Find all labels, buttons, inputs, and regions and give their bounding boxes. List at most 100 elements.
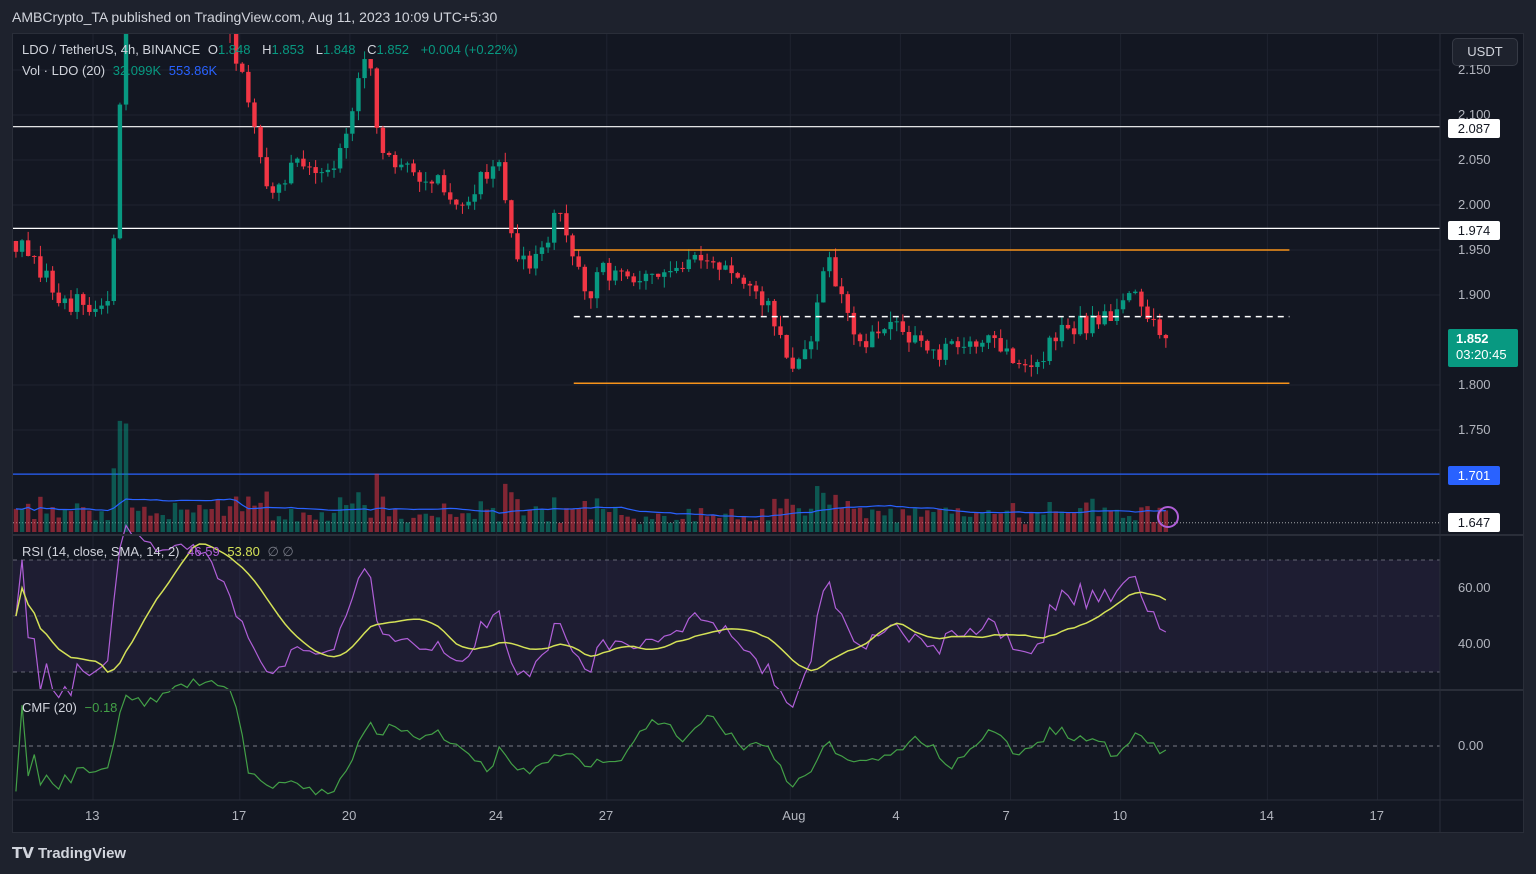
volume-bar — [111, 468, 116, 532]
volume-bar — [203, 509, 208, 532]
replay-icon[interactable] — [1157, 506, 1179, 528]
candle-body — [533, 253, 539, 269]
volume-bar — [1114, 509, 1120, 532]
volume-bar — [778, 508, 783, 532]
candle-body — [576, 256, 581, 267]
candle-body — [527, 255, 532, 269]
candle-body — [417, 172, 422, 182]
rsi-line — [15, 523, 1167, 709]
price-tick: 1.800 — [1458, 377, 1491, 392]
candle-body — [637, 281, 643, 283]
candle-body — [173, 0, 177, 5]
volume-bar — [784, 498, 789, 532]
volume-bar — [558, 522, 563, 532]
time-tick: 13 — [85, 808, 100, 823]
logo-icon: 𝗧𝗩 — [12, 845, 39, 862]
candle-body — [833, 257, 838, 287]
candle-body — [13, 241, 19, 252]
candle-body — [698, 254, 704, 261]
candle-body — [643, 273, 649, 282]
close-value: 1.852 — [376, 42, 410, 57]
volume-bar — [1016, 517, 1022, 532]
candle-body — [240, 63, 245, 72]
volume-bar — [166, 519, 172, 532]
volume-bar — [515, 499, 520, 532]
volume-bar — [1084, 502, 1089, 532]
volume-bar — [44, 513, 49, 532]
volume-bar — [362, 505, 367, 532]
candle-body — [74, 294, 80, 312]
candle-body — [411, 163, 416, 173]
candle-body — [717, 262, 722, 270]
volume-bar — [490, 507, 496, 532]
candle-body — [350, 111, 355, 134]
time-tick: Aug — [782, 808, 806, 823]
candle-body — [246, 71, 251, 103]
candle-body — [680, 267, 685, 270]
rsi-label[interactable]: RSI (14, close, SMA, 14, 2) — [22, 544, 180, 559]
candle-body — [1022, 364, 1028, 366]
volume-bar — [955, 508, 961, 532]
volume-label[interactable]: Vol · LDO (20) — [22, 63, 106, 78]
volume-bar — [1108, 511, 1114, 532]
volume-bar — [478, 501, 483, 532]
volume-bar — [448, 514, 453, 532]
candle-body — [515, 233, 520, 260]
rsi-tick: 40.00 — [1458, 636, 1491, 651]
volume-bar — [472, 518, 477, 532]
candle-body — [392, 154, 398, 168]
volume-bar — [998, 513, 1003, 532]
candle-body — [167, 5, 171, 6]
candle-body — [980, 342, 985, 347]
volume-bar — [313, 519, 318, 532]
candle-body — [1053, 337, 1058, 342]
candle-body — [399, 164, 404, 168]
rsi-band — [13, 560, 1440, 672]
candle-body — [276, 184, 282, 193]
symbol-label[interactable]: LDO / TetherUS, 4h, BINANCE — [22, 42, 201, 57]
volume-bar — [704, 516, 710, 532]
candle-body — [662, 272, 667, 277]
candle-body — [435, 175, 441, 184]
volume-bar — [698, 508, 704, 532]
volume-bar — [766, 520, 771, 532]
volume-bar — [123, 423, 129, 532]
cmf-value: −0.18 — [84, 700, 118, 715]
volume-bar — [815, 486, 820, 532]
volume-bar — [184, 509, 190, 532]
candle-body — [466, 201, 471, 206]
chart-panel[interactable] — [12, 33, 1524, 833]
candle-body — [741, 277, 747, 284]
tradingview-logo[interactable]: 𝗧𝗩 TradingView — [12, 844, 126, 862]
candle-body — [778, 326, 783, 335]
candle-body — [931, 349, 936, 351]
candle-body — [68, 298, 74, 312]
price-label-1647: 1.647 — [1448, 513, 1500, 532]
volume-bar — [454, 516, 459, 532]
cmf-label[interactable]: CMF (20) — [22, 700, 77, 715]
volume-bar — [729, 508, 734, 532]
volume-bar — [925, 510, 930, 532]
volume-bar — [863, 518, 869, 532]
candle-body — [441, 175, 447, 193]
volume-bar — [796, 508, 802, 532]
candle-body — [558, 212, 563, 214]
candle-body — [1151, 318, 1156, 320]
volume-bar — [1151, 522, 1156, 532]
price-label-2087: 2.087 — [1448, 119, 1500, 138]
volume-bar — [344, 505, 349, 532]
volume-bar — [527, 509, 532, 532]
volume-bar — [594, 498, 600, 532]
currency-button[interactable]: USDT — [1452, 38, 1518, 66]
candle-body — [1029, 365, 1034, 368]
volume-bar — [337, 497, 343, 532]
volume-bar — [735, 519, 740, 532]
candle-body — [1096, 315, 1101, 325]
volume-bar — [295, 521, 300, 532]
volume-bar — [1035, 512, 1040, 532]
candle-body — [313, 167, 318, 174]
volume-bar — [301, 512, 306, 532]
volume-bar — [686, 508, 691, 532]
price-tick: 2.100 — [1458, 107, 1491, 122]
